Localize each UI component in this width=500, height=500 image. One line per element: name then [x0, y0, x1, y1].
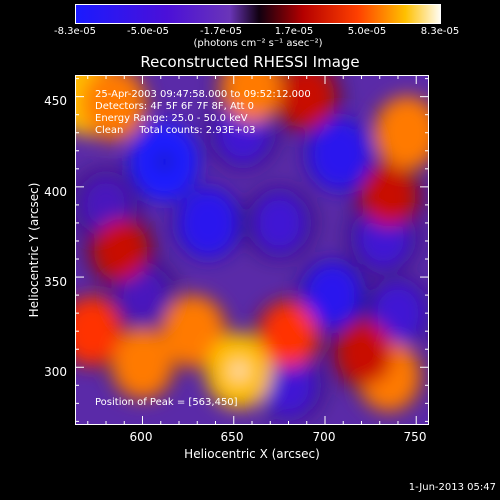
chart-title: Reconstructed RHESSI Image: [140, 53, 360, 71]
positive-blob: [81, 75, 146, 141]
colorbar-tick-label: 8.3e-05: [420, 26, 460, 37]
annotation-time: 25-Apr-2003 09:47:58.000 to 09:52:12.000: [95, 89, 311, 100]
positive-blob: [162, 295, 225, 367]
extreme-core: [233, 364, 246, 377]
positive-blob: [375, 96, 429, 170]
colorbar-tick-label: 5.0e-05: [347, 26, 387, 37]
annotation-detectors: Detectors: 4F 5F 6F 7F 8F, Att 0: [95, 101, 255, 112]
colorbar: [75, 4, 441, 24]
y-tick-label: 450: [44, 94, 67, 108]
x-axis-label: Heliocentric X (arcsec): [184, 447, 320, 461]
negative-blob: [303, 262, 361, 328]
positive-blob: [93, 219, 148, 281]
colorbar-tick-label: -8.3e-05: [54, 26, 96, 37]
colorbar-unit-label: (photons cm⁻² s⁻¹ asec⁻²): [193, 38, 323, 49]
colorbar-tick-label: -5.0e-05: [127, 26, 169, 37]
y-tick-label: 400: [44, 185, 67, 199]
y-tick-label: 350: [44, 275, 67, 289]
positive-blob: [279, 75, 335, 129]
positive-blob: [112, 329, 173, 399]
x-tick-label: 600: [129, 430, 153, 444]
plot-frame: [75, 75, 429, 425]
positive-blob: [260, 302, 317, 368]
negative-blob: [178, 188, 239, 258]
positive-blob: [362, 165, 416, 227]
positive-blob: [337, 321, 393, 385]
y-tick-label: 300: [44, 365, 67, 379]
x-tick-label: 750: [403, 430, 427, 444]
colorbar-tick-label: -1.7e-05: [200, 26, 242, 37]
y-axis-label: Heliocentric Y (arcsec): [27, 182, 41, 318]
negative-blob: [261, 354, 316, 417]
heatmap-plot: 25-Apr-2003 09:47:58.000 to 09:52:12.000…: [75, 75, 429, 425]
positive-blob: [75, 297, 121, 365]
negative-blob: [308, 118, 371, 190]
peak-position-label: Position of Peak = [563,450]: [95, 397, 238, 408]
negative-blob: [80, 176, 132, 234]
negative-blob: [117, 266, 168, 324]
annotation-energy: Energy Range: 25.0 - 50.0 keV: [95, 113, 248, 124]
extreme-core: [158, 155, 171, 168]
date-stamp: 1-Jun-2013 05:47: [408, 482, 496, 493]
colorbar-tick-label: 1.7e-05: [274, 26, 314, 37]
annotation-block: 25-Apr-2003 09:47:58.000 to 09:52:12.000…: [95, 89, 311, 137]
x-tick-label: 650: [220, 430, 244, 444]
positive-blob: [221, 75, 283, 123]
annotation-clean: Clean Total counts: 2.93E+03: [95, 125, 256, 136]
negative-blob: [371, 282, 425, 344]
negative-blob: [253, 193, 306, 253]
x-tick-label: 700: [312, 430, 336, 444]
